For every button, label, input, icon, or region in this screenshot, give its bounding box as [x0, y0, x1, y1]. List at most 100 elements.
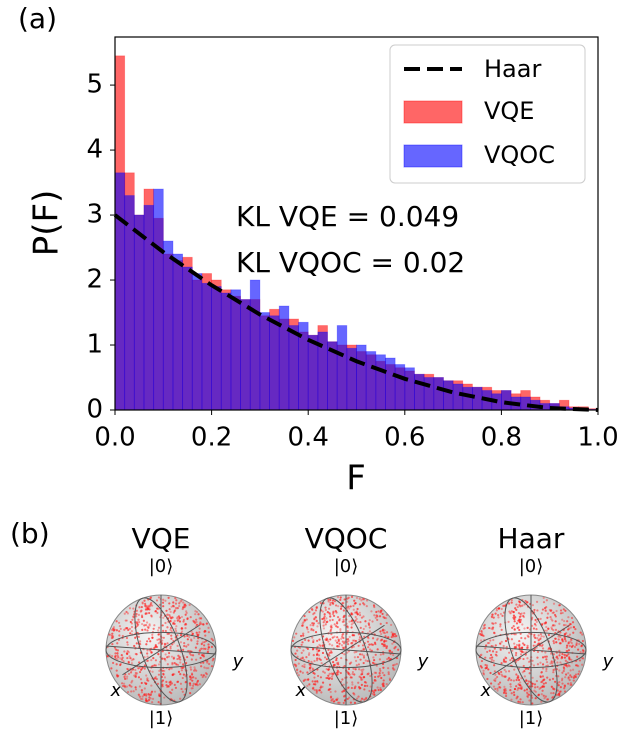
- state-dot: [153, 664, 156, 667]
- state-dot: [202, 655, 205, 658]
- state-dot: [126, 656, 129, 660]
- state-dot: [568, 657, 571, 660]
- state-dot: [175, 625, 178, 628]
- state-dot: [135, 609, 138, 612]
- panel-label: (a): [18, 2, 57, 35]
- state-dot: [143, 599, 146, 602]
- state-dot: [350, 623, 353, 626]
- state-dot: [379, 622, 382, 625]
- state-dot: [186, 634, 189, 637]
- state-dot: [329, 638, 332, 641]
- histogram-bar: [259, 312, 270, 411]
- ket-zero: |0⟩: [519, 556, 544, 577]
- state-dot: [310, 607, 313, 610]
- state-dot: [499, 648, 502, 652]
- state-dot: [162, 605, 165, 608]
- state-dot: [554, 628, 558, 631]
- state-dot: [510, 657, 514, 660]
- state-dot: [111, 643, 114, 646]
- state-dot: [191, 632, 194, 636]
- state-dot: [170, 655, 174, 658]
- state-dot: [564, 659, 567, 662]
- meridian: [319, 597, 373, 703]
- state-dot: [350, 626, 353, 629]
- axis-y-label: y: [232, 651, 244, 672]
- state-dot: [555, 609, 558, 613]
- state-dot: [348, 696, 351, 699]
- state-dot: [383, 632, 387, 635]
- state-dot: [322, 627, 326, 630]
- state-dot: [385, 639, 388, 643]
- state-dot: [354, 639, 358, 643]
- state-dot: [327, 640, 330, 643]
- state-dot: [376, 648, 379, 651]
- state-dot: [150, 614, 153, 617]
- state-dot: [361, 630, 364, 634]
- state-dot: [179, 600, 182, 603]
- state-dot: [134, 686, 137, 689]
- state-dot: [177, 654, 180, 657]
- state-dot: [134, 673, 137, 676]
- state-dot: [378, 667, 382, 671]
- state-dot: [138, 661, 141, 664]
- histogram-bar: [220, 292, 232, 411]
- state-dot: [172, 604, 175, 607]
- x-tick-label: 0.4: [288, 423, 329, 453]
- histogram-bar: [278, 305, 290, 411]
- state-dot: [164, 629, 167, 633]
- state-dot: [523, 675, 526, 678]
- state-dot: [504, 656, 507, 659]
- state-dot: [512, 616, 515, 619]
- state-dot: [179, 661, 182, 664]
- state-dot: [545, 629, 548, 632]
- state-dot: [493, 679, 496, 682]
- state-dot: [198, 627, 201, 630]
- state-dot: [339, 607, 343, 610]
- state-dot: [325, 638, 328, 642]
- state-dot: [519, 681, 522, 684]
- state-dot: [504, 639, 508, 643]
- state-dot: [333, 700, 336, 703]
- state-dot: [567, 641, 570, 644]
- state-dot: [500, 662, 503, 665]
- state-dot: [534, 686, 537, 689]
- state-dot: [555, 641, 558, 644]
- state-dot: [546, 676, 549, 679]
- state-dot: [567, 653, 570, 656]
- state-dot: [147, 637, 151, 640]
- state-dot: [504, 660, 507, 663]
- state-dot: [557, 684, 560, 687]
- state-dot: [212, 657, 215, 660]
- state-dot: [512, 614, 516, 617]
- state-dot: [514, 654, 518, 657]
- state-dot: [515, 622, 519, 625]
- state-dot: [342, 632, 345, 635]
- state-dot: [312, 624, 315, 627]
- state-dot: [321, 610, 324, 613]
- state-dot: [382, 653, 385, 656]
- state-dot: [196, 642, 199, 645]
- state-dot: [363, 688, 366, 691]
- histogram-bar: [240, 299, 251, 411]
- state-dot: [515, 643, 519, 647]
- state-dot: [331, 644, 334, 647]
- state-dot: [158, 633, 161, 636]
- state-dot: [373, 614, 376, 617]
- state-dot: [181, 690, 184, 693]
- state-dot: [568, 644, 571, 648]
- state-dot: [313, 611, 316, 615]
- state-dot: [484, 656, 487, 659]
- state-dot: [313, 617, 316, 620]
- state-dot: [123, 612, 126, 615]
- state-dot: [358, 597, 361, 600]
- state-dot: [173, 683, 176, 686]
- state-dot: [537, 693, 541, 696]
- state-dot: [382, 666, 385, 669]
- state-dot: [562, 624, 566, 627]
- state-dot: [312, 639, 315, 642]
- state-dot: [374, 671, 378, 674]
- state-dot: [341, 646, 345, 649]
- state-dot: [480, 653, 483, 656]
- state-dot: [149, 603, 152, 606]
- state-dot: [329, 603, 332, 606]
